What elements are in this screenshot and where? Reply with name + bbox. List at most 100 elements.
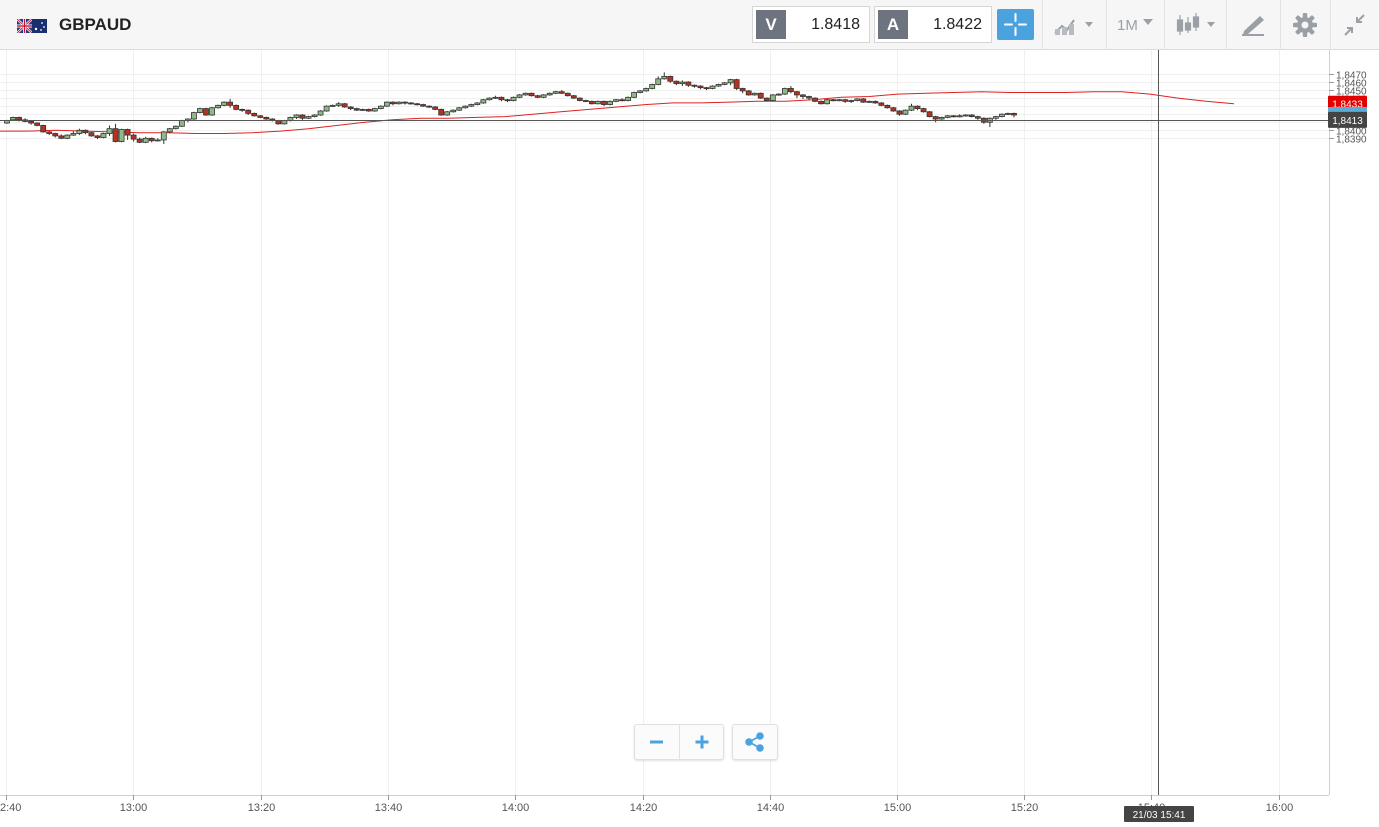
candle-body <box>293 114 300 118</box>
crosshair-price-badge-text: 1,8413 <box>1332 116 1363 127</box>
candle <box>667 75 674 83</box>
candle <box>691 84 698 88</box>
candle <box>999 113 1005 118</box>
candle-body <box>34 122 41 126</box>
candle-body <box>890 107 897 112</box>
candle-body <box>956 115 963 118</box>
candle <box>986 117 993 128</box>
candle-body <box>709 85 716 89</box>
candle <box>82 129 89 135</box>
candle-body <box>788 88 794 93</box>
candle-body <box>546 92 553 96</box>
candle <box>709 85 716 90</box>
candle <box>293 114 300 120</box>
candle-body <box>426 105 433 108</box>
candle <box>564 92 571 97</box>
moving-average-line <box>0 91 1235 134</box>
candle-body <box>227 101 234 106</box>
candle <box>371 107 378 112</box>
candle-body <box>1005 112 1011 115</box>
candle <box>221 101 227 107</box>
candle <box>582 99 589 103</box>
candle-body <box>112 128 119 142</box>
candle-body <box>691 84 698 87</box>
candle-body <box>763 97 770 101</box>
candle-body <box>492 96 499 99</box>
zoom-out-button[interactable] <box>635 725 678 759</box>
candle-body <box>245 109 252 114</box>
candle-body <box>607 100 613 105</box>
candle-body <box>76 129 83 134</box>
candle-body <box>715 84 722 87</box>
candle-body <box>498 96 505 101</box>
candle <box>950 115 957 118</box>
toolbar-divider <box>1226 0 1227 50</box>
candle <box>920 107 927 113</box>
candlestick-icon <box>1176 13 1215 35</box>
price-chart[interactable]: 1,83901,84001,84101,84201,84301,84401,84… <box>0 50 1379 827</box>
candle <box>504 98 511 103</box>
time-tick-label: 14:40 <box>757 802 785 814</box>
candle <box>631 91 638 99</box>
time-tick-label: 15:00 <box>884 802 912 814</box>
candle-body <box>191 112 197 120</box>
collapse-button[interactable] <box>1336 7 1374 43</box>
candle-body <box>480 99 487 104</box>
candle-body <box>40 125 47 133</box>
candle-body <box>275 120 282 125</box>
candle <box>800 94 806 99</box>
candle-body <box>203 108 209 116</box>
price-tick-label: 1,8460 <box>1336 79 1367 90</box>
candle-body <box>359 108 366 111</box>
crosshair-button[interactable] <box>997 9 1034 40</box>
candle-body <box>745 90 752 96</box>
candle-body <box>739 88 746 92</box>
indicators-button[interactable] <box>1172 7 1224 43</box>
candle-body <box>209 107 215 116</box>
timeframe-dropdown[interactable] <box>1112 7 1164 43</box>
line-chart-icon <box>1054 19 1093 35</box>
candle-body <box>432 106 439 110</box>
candle <box>715 83 722 87</box>
candle-body <box>926 111 933 118</box>
candle-body <box>64 134 71 139</box>
sell-button[interactable]: V 1.8418 <box>752 6 870 43</box>
time-tick-label: 15:20 <box>1011 802 1039 814</box>
plus-icon <box>695 735 709 749</box>
chart-type-button[interactable] <box>1052 7 1100 43</box>
candle <box>932 115 939 123</box>
candle <box>1011 112 1017 118</box>
candle <box>842 98 849 103</box>
candle-body <box>414 103 420 106</box>
time-tick-label: 13:40 <box>375 802 403 814</box>
settings-button[interactable] <box>1286 7 1324 43</box>
candle <box>570 94 577 99</box>
candle-body <box>402 101 408 104</box>
candle-body <box>215 104 221 109</box>
candle-body <box>631 92 638 98</box>
candle <box>335 102 342 107</box>
candle-body <box>299 114 306 119</box>
share-button[interactable] <box>732 724 778 760</box>
candle <box>962 114 969 117</box>
candle <box>546 92 553 96</box>
drawing-tools-button[interactable] <box>1234 7 1274 43</box>
candle <box>914 105 921 111</box>
candle <box>727 78 734 86</box>
buy-button[interactable]: A 1.8422 <box>874 6 992 43</box>
candle <box>625 96 631 102</box>
candle <box>396 101 402 105</box>
minus-icon <box>650 740 663 744</box>
candle-body <box>444 111 451 116</box>
toolbar-divider <box>1106 0 1107 50</box>
candle <box>878 102 885 107</box>
candle <box>769 94 776 102</box>
candle-body <box>281 120 288 125</box>
sell-price: 1.8418 <box>811 16 860 33</box>
candle-body <box>812 97 818 102</box>
candle <box>751 92 758 96</box>
candle-body <box>106 128 113 134</box>
candle-body <box>552 91 559 94</box>
zoom-in-button[interactable] <box>679 725 724 759</box>
candle-body <box>854 98 861 101</box>
